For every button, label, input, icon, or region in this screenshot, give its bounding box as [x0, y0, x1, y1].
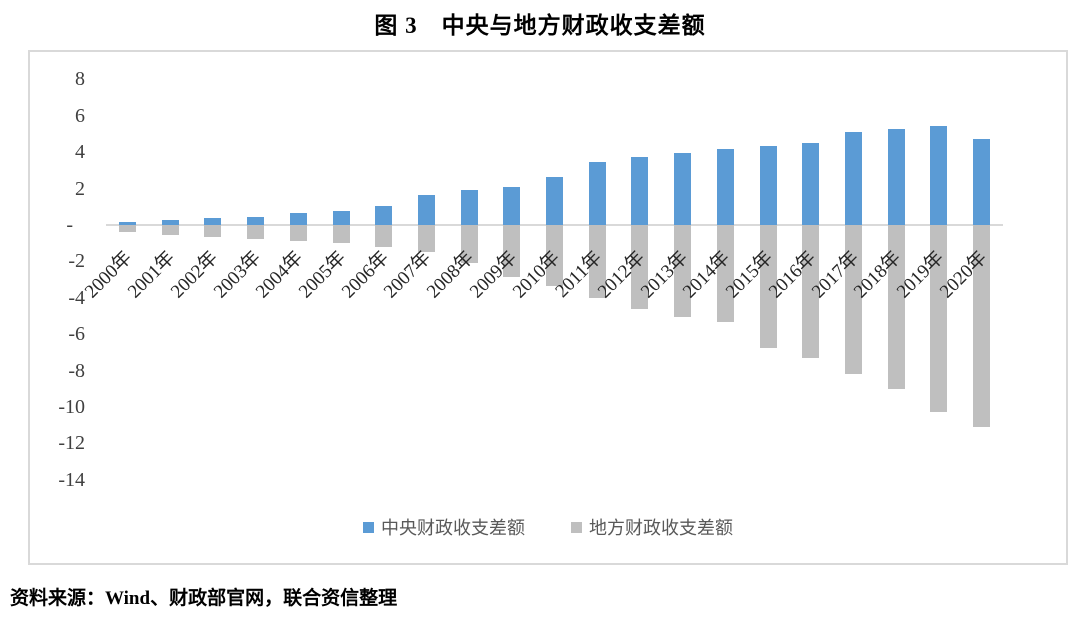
bar-central-2003年: [247, 217, 264, 225]
bar-local-2018年: [887, 225, 905, 390]
source-note: 资料来源：Wind、财政部官网，联合资信整理: [10, 588, 398, 609]
bar-central-2007年: [417, 195, 435, 225]
legend-item-central: 中央财政收支差额: [363, 514, 525, 540]
y-tick-label: 6: [75, 104, 85, 127]
bar-central-2012年: [631, 156, 649, 225]
bar-central-2019年: [930, 126, 948, 225]
y-tick-label: -2: [68, 250, 85, 273]
bar-central-2016年: [802, 143, 820, 225]
bar-local-2011年: [588, 225, 606, 299]
bar-central-2011年: [588, 161, 606, 225]
bar-central-2000年: [118, 222, 136, 225]
bar-central-2009年: [503, 187, 521, 225]
chart-title: 图 3 中央与地方财政收支差额: [374, 13, 706, 38]
bar-central-2004年: [289, 213, 307, 225]
y-tick-label: -14: [58, 468, 85, 491]
bar-local-2004年: [289, 225, 307, 241]
bar-central-2018年: [887, 129, 905, 225]
bar-central-2001年: [161, 219, 179, 225]
bar-local-2005年: [332, 225, 350, 244]
legend-swatch-icon: [363, 521, 374, 533]
bar-local-2008年: [460, 225, 478, 263]
bar-local-2010年: [546, 225, 563, 286]
bar-central-2010年: [546, 176, 563, 225]
y-tick-label: -: [66, 214, 73, 236]
bar-local-2009年: [503, 225, 521, 277]
legend-swatch-icon: [571, 521, 582, 533]
y-tick-label: -4: [68, 286, 85, 309]
bar-local-2012年: [631, 225, 649, 309]
y-tick-label: 8: [75, 68, 85, 91]
y-tick-label: -10: [58, 396, 85, 418]
bar-local-2020年: [973, 225, 991, 427]
bar-central-2017年: [845, 131, 862, 225]
bar-central-2015年: [759, 145, 777, 225]
y-tick-label: -6: [68, 323, 85, 346]
bar-local-2014年: [716, 225, 734, 322]
legend-label: 中央财政收支差额: [381, 518, 525, 538]
bar-local-2002年: [204, 225, 222, 238]
bar-local-2003年: [247, 225, 264, 239]
chart-area: 8 6 4 2- -2 -4 -6 -8 -10 -12 -14 2000年 2001年 2002年 200…: [28, 50, 1068, 565]
legend-label: 地方财政收支差额: [589, 518, 733, 538]
legend-item-local: 地方财政收支差额: [571, 514, 733, 540]
y-tick-label: 2: [75, 177, 85, 200]
legend: 中央财政收支差额 地方财政收支差额: [30, 514, 1066, 540]
bar-local-2016年: [802, 225, 820, 359]
bar-local-2013年: [674, 225, 692, 318]
bar-central-2002年: [204, 218, 222, 225]
bar-local-2007年: [417, 225, 435, 252]
bar-local-2019年: [930, 225, 948, 412]
bar-local-2006年: [375, 225, 393, 247]
bar-central-2020年: [973, 139, 991, 225]
y-tick-label: -8: [68, 359, 85, 382]
y-tick-label: 4: [75, 141, 85, 164]
bar-local-2000年: [118, 225, 136, 233]
bar-local-2017年: [845, 225, 862, 374]
bar-central-2005年: [332, 211, 350, 225]
bar-central-2014年: [716, 148, 734, 225]
bar-local-2001年: [161, 225, 179, 235]
bar-central-2008年: [460, 189, 478, 225]
bar-local-2015年: [759, 225, 777, 348]
y-tick-label: -12: [58, 432, 85, 455]
bar-central-2013年: [674, 152, 692, 225]
bar-central-2006年: [375, 205, 393, 225]
